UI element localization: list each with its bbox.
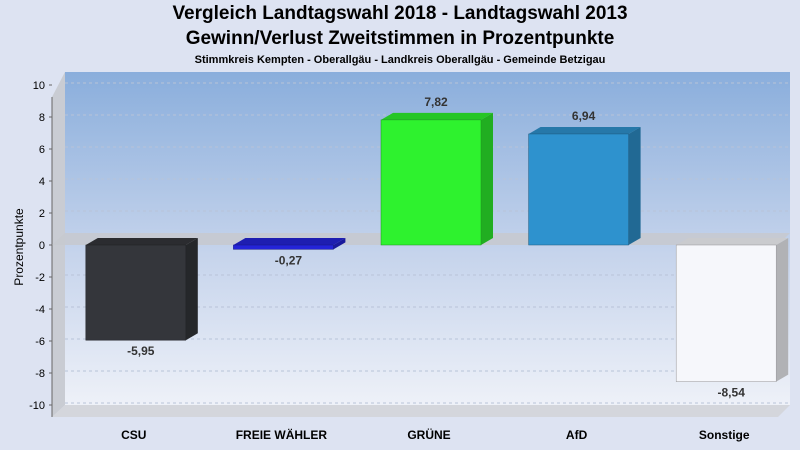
y-tick-label: 0: [39, 240, 45, 252]
chart-title: Vergleich Landtagswahl 2018 - Landtagswa…: [172, 3, 628, 24]
value-labels: -5,95 -0,27 7,82 6,94 -8,54: [127, 95, 745, 400]
bar: [233, 238, 346, 250]
y-tick-label: 2: [39, 208, 45, 220]
bar-front: [675, 244, 777, 382]
y-axis-label: Prozentpunkte: [12, 208, 26, 286]
y-axis-ticks: 10 8 6 4 2 0 -2 -4 -6 -8 -10: [29, 80, 52, 412]
x-tick-label: AfD: [566, 428, 588, 442]
bar: [675, 238, 789, 382]
chart-subtitle: Stimmkreis Kempten - Oberallgäu - Landkr…: [194, 54, 606, 66]
data-label: -0,27: [275, 253, 303, 267]
plot-floor: [52, 405, 790, 417]
y-tick-label: -4: [35, 304, 45, 316]
y-tick-label: -6: [35, 336, 45, 348]
bar-side: [481, 112, 493, 245]
bar: [380, 112, 493, 246]
bar-front: [85, 244, 187, 341]
x-tick-label: FREIE WÄHLER: [236, 427, 328, 442]
bar: [85, 238, 198, 341]
y-tick-label: 4: [39, 176, 45, 188]
bar-top: [528, 126, 641, 134]
x-axis-labels: CSU FREIE WÄHLER GRÜNE AfD Sonstige: [121, 427, 750, 442]
y-tick-label: -8: [35, 368, 45, 380]
y-tick-label: 6: [39, 144, 45, 156]
bar-front: [528, 133, 629, 246]
y-tick-label: -2: [35, 272, 45, 284]
x-tick-label: GRÜNE: [407, 427, 450, 442]
bars: [85, 112, 789, 382]
bar-top: [676, 238, 789, 245]
data-label: 6,94: [572, 109, 596, 123]
bar-top: [381, 112, 493, 120]
bar-front: [233, 244, 334, 250]
bar: [528, 126, 641, 246]
bar-side: [333, 238, 346, 250]
bar-top: [233, 238, 346, 245]
y-tick-label: 10: [33, 80, 45, 92]
bar-side: [628, 126, 641, 245]
bar-side: [776, 238, 789, 382]
x-tick-label: Sonstige: [699, 428, 750, 442]
data-label: 7,82: [424, 95, 448, 109]
bar-front: [380, 119, 482, 246]
y-tick-label: -10: [29, 400, 45, 412]
chart-title-line-2: Gewinn/Verlust Zweitstimmen in Prozentpu…: [185, 28, 615, 49]
bar-side: [185, 238, 198, 341]
y-tick-label: 8: [39, 112, 45, 124]
bar-top: [85, 238, 198, 245]
data-label: -8,54: [718, 386, 746, 400]
x-tick-label: CSU: [121, 428, 146, 442]
data-label: -5,95: [127, 344, 155, 358]
